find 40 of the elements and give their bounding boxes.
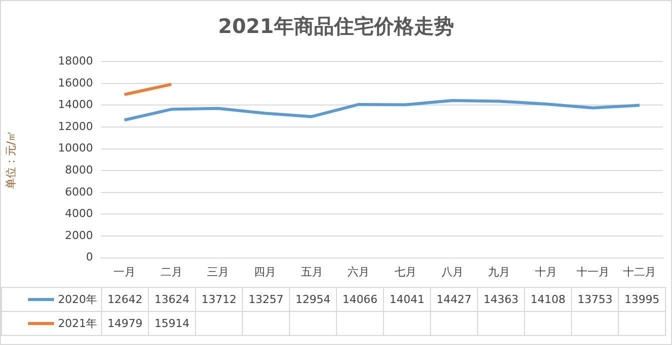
x-tick-label: 一月 (113, 265, 136, 278)
y-tick-label: 8000 (65, 163, 93, 176)
data-label: 13995 (618, 288, 666, 312)
data-label: 12642 (102, 288, 148, 312)
y-tick-label: 2000 (65, 228, 93, 242)
x-tick-label: 四月 (254, 265, 276, 278)
data-label: 13753 (572, 288, 618, 312)
y-tick-label: 18000 (58, 54, 93, 68)
data-label: 13257 (242, 288, 290, 312)
data-label: 12954 (290, 288, 336, 312)
y-tick-label: 14000 (58, 98, 93, 112)
y-tick-label: 12000 (58, 120, 93, 133)
data-label: 14108 (524, 288, 572, 312)
x-tick-label: 九月 (488, 265, 510, 278)
x-tick-label: 八月 (441, 265, 464, 278)
data-label: 14979 (102, 312, 148, 336)
x-tick-label: 三月 (207, 265, 230, 278)
x-tick-label: 六月 (348, 265, 370, 278)
y-tick-label: 0 (86, 250, 93, 264)
chart-title: 2021年商品住宅价格走势 (217, 13, 455, 40)
data-label: 13624 (148, 288, 196, 312)
data-label: 13712 (196, 288, 242, 312)
data-label: 14427 (430, 288, 478, 312)
x-tick-label: 七月 (394, 265, 416, 278)
x-tick-label: 十一月 (576, 265, 610, 278)
data-label: 14041 (384, 288, 430, 312)
data-label: 14363 (478, 288, 524, 312)
data-label: 15914 (148, 312, 196, 336)
x-tick-label: 十月 (534, 265, 557, 278)
data-label: 14066 (336, 288, 384, 312)
y-axis-title: 单位：元/㎡ (4, 130, 18, 190)
y-tick-label: 10000 (58, 142, 93, 155)
y-tick-label: 6000 (65, 185, 93, 198)
y-tick-label: 16000 (58, 76, 93, 90)
legend-label: 2021年 (58, 317, 97, 330)
y-tick-label: 4000 (65, 207, 93, 220)
x-tick-label: 十二月 (623, 265, 656, 278)
x-tick-label: 二月 (160, 265, 182, 278)
x-tick-label: 五月 (300, 265, 323, 278)
legend-label: 2020年 (58, 293, 97, 306)
